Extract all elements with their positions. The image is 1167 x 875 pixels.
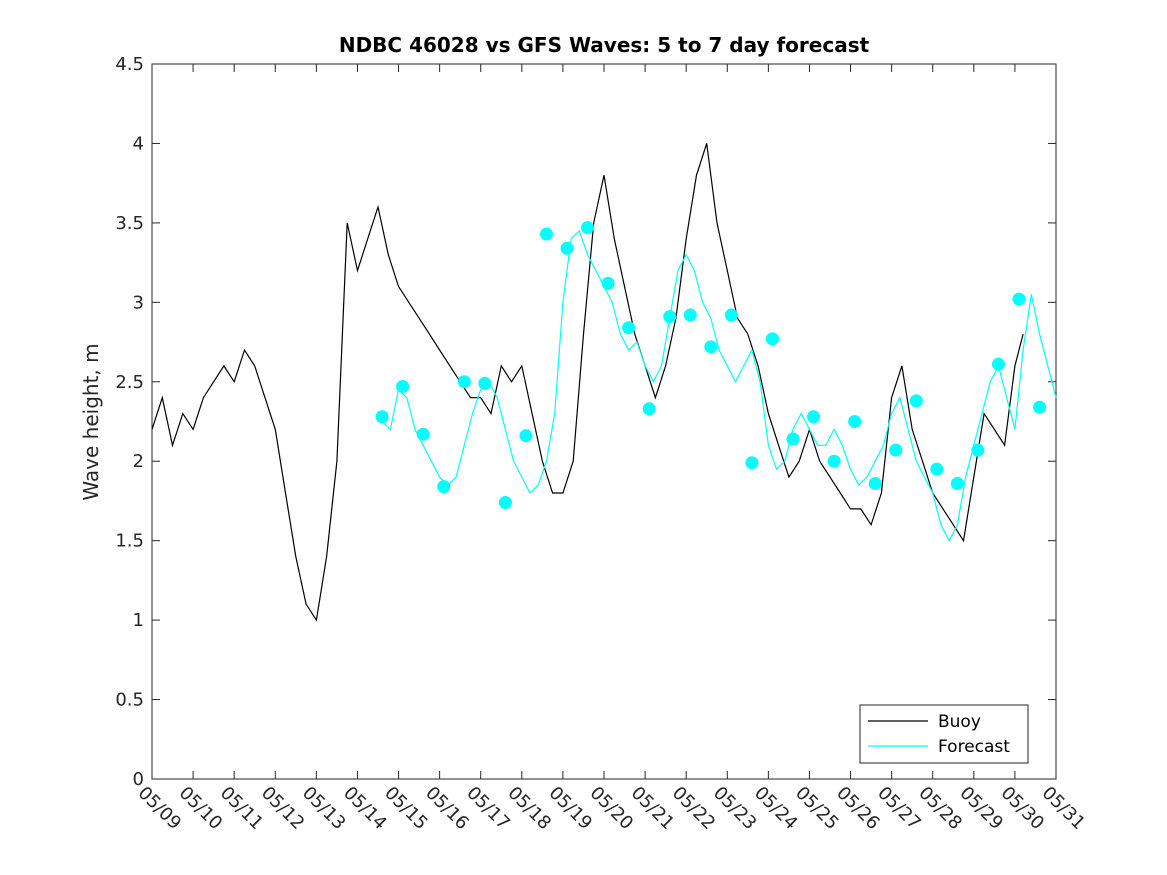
y-tick-label: 4	[133, 133, 144, 154]
forecast-marker	[478, 376, 492, 390]
forecast-marker	[704, 340, 718, 354]
x-tick-label: 05/23	[709, 783, 761, 835]
legend: Buoy Forecast	[859, 704, 1029, 764]
forecast-marker	[396, 380, 410, 394]
x-tick-label: 05/09	[134, 783, 186, 835]
forecast-marker	[745, 456, 759, 470]
forecast-markers	[375, 221, 1047, 510]
x-tick-label: 05/19	[545, 783, 597, 835]
forecast-marker	[539, 227, 553, 241]
y-tick-label: 2.5	[115, 372, 144, 393]
x-tick-label: 05/30	[997, 783, 1049, 835]
forecast-marker	[581, 221, 595, 235]
forecast-marker	[1012, 292, 1026, 306]
x-tick-label: 05/14	[339, 783, 391, 835]
x-tick-label: 05/24	[750, 783, 802, 835]
forecast-marker	[765, 332, 779, 346]
y-tick-label: 0	[133, 769, 144, 790]
x-tick-label: 05/25	[791, 783, 843, 835]
forecast-marker	[560, 241, 574, 255]
legend-box	[859, 704, 1029, 764]
x-tick-label: 05/20	[586, 783, 638, 835]
y-tick-label: 1.5	[115, 531, 144, 552]
forecast-marker	[807, 410, 821, 424]
forecast-marker	[848, 415, 862, 428]
forecast-marker	[642, 402, 656, 416]
forecast-marker	[930, 462, 944, 476]
x-tick-label: 05/18	[503, 783, 555, 835]
forecast-marker	[457, 375, 471, 389]
forecast-marker	[416, 427, 430, 441]
x-tick-label: 05/28	[914, 783, 966, 835]
forecast-marker	[991, 357, 1005, 371]
x-tick-label: 05/15	[380, 783, 432, 835]
series-layer	[151, 143, 1057, 622]
forecast-marker	[786, 432, 800, 446]
forecast-marker	[909, 394, 923, 408]
forecast-marker	[683, 308, 697, 322]
y-axis: 0 0.5 1 1.5 2 2.5 3 3.5 4 4.5	[115, 54, 1056, 790]
legend-entry-buoy: Buoy	[938, 712, 981, 732]
y-tick-label: 0.5	[115, 690, 144, 711]
x-tick-label: 05/16	[421, 783, 473, 835]
forecast-marker	[601, 276, 615, 290]
y-tick-label: 3.5	[115, 213, 144, 234]
forecast-marker	[437, 480, 451, 494]
chart-title: NDBC 46028 vs GFS Waves: 5 to 7 day fore…	[339, 33, 870, 57]
forecast-marker	[622, 321, 636, 335]
x-tick-label: 05/12	[257, 783, 309, 835]
y-tick-label: 4.5	[115, 54, 144, 75]
x-tick-label: 05/11	[216, 783, 268, 835]
plot-area	[151, 63, 1057, 780]
y-tick-label: 1	[133, 610, 144, 631]
x-tick-label: 05/22	[668, 783, 720, 835]
x-tick-label: 05/17	[462, 783, 514, 835]
forecast-marker	[1033, 400, 1047, 414]
forecast-marker	[889, 443, 903, 457]
x-tick-label: 05/10	[175, 783, 227, 835]
forecast-marker	[519, 429, 533, 443]
forecast-marker	[724, 308, 738, 322]
x-tick-label: 05/13	[298, 783, 350, 835]
forecast-marker	[498, 496, 512, 510]
x-tick-label: 05/26	[832, 783, 884, 835]
y-axis-label: Wave height, m	[79, 343, 103, 500]
forecast-marker	[950, 476, 964, 490]
forecast-marker	[868, 476, 882, 490]
legend-entry-forecast: Forecast	[938, 737, 1010, 757]
forecast-marker	[375, 410, 389, 424]
series-line-buoy	[151, 143, 1024, 622]
x-tick-label: 05/31	[1038, 783, 1090, 835]
x-tick-label: 05/29	[955, 783, 1007, 835]
x-tick-label: 05/21	[627, 783, 679, 835]
forecast-marker	[971, 443, 985, 457]
series-line-forecast	[381, 229, 1057, 543]
y-tick-label: 2	[133, 451, 144, 472]
forecast-marker	[827, 454, 841, 468]
x-tick-label: 05/27	[873, 783, 925, 835]
y-tick-label: 3	[133, 292, 144, 313]
forecast-marker	[663, 310, 677, 324]
